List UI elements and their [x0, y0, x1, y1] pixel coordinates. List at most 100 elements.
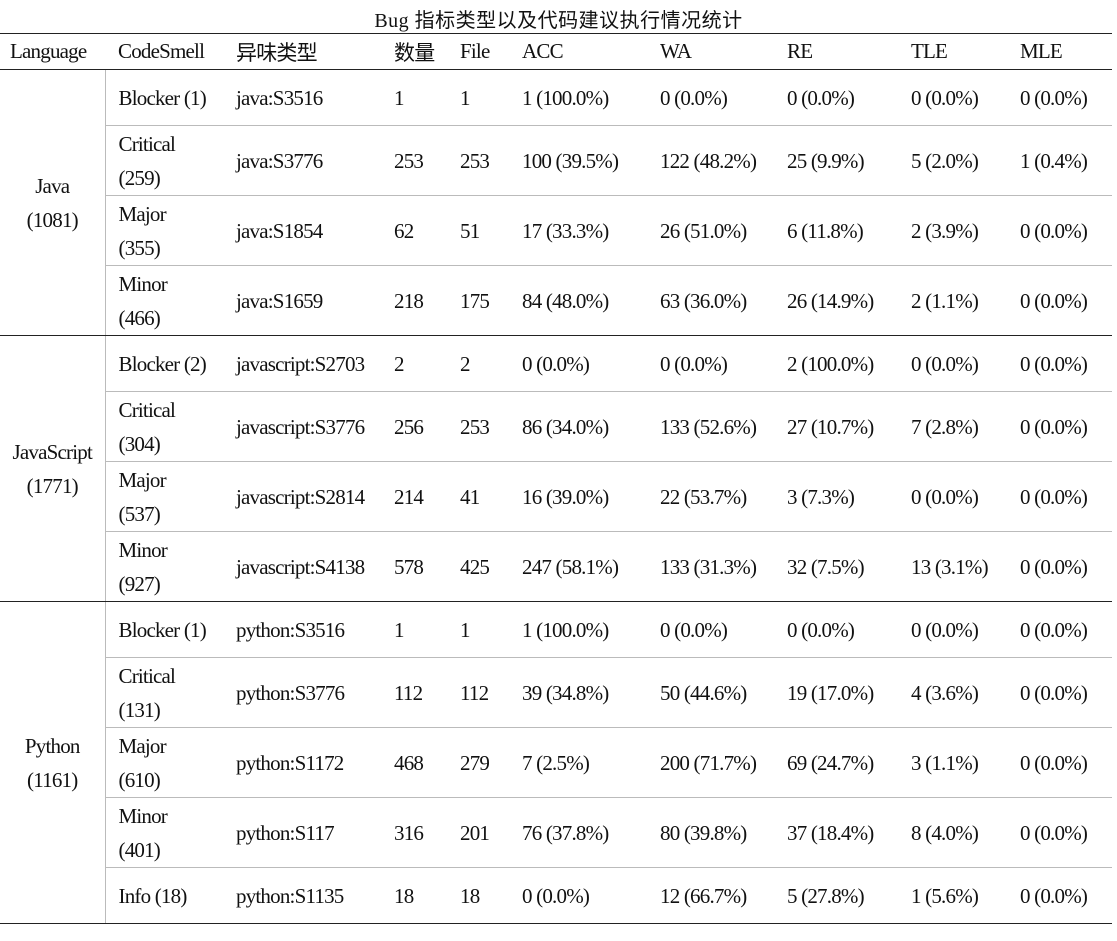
- header-wa: WA: [647, 33, 774, 70]
- acc-cell: 247 (58.1%): [509, 531, 647, 602]
- acc-cell: 86 (34.0%): [509, 391, 647, 462]
- language-total: (1161): [27, 767, 78, 792]
- mle-cell: 0 (0.0%): [1007, 797, 1112, 868]
- wa-cell: 26 (51.0%): [647, 195, 774, 266]
- header-codesmell: CodeSmell: [105, 33, 223, 70]
- re-cell: 19 (17.0%): [774, 657, 898, 728]
- acc-cell: 0 (0.0%): [509, 867, 647, 924]
- re-cell: 0 (0.0%): [774, 601, 898, 658]
- wa-cell: 0 (0.0%): [647, 69, 774, 126]
- wa-cell: 0 (0.0%): [647, 335, 774, 392]
- mle-cell: 0 (0.0%): [1007, 265, 1112, 336]
- count-cell: 316: [381, 797, 447, 868]
- type-cell: python:S1172: [223, 727, 381, 798]
- mle-cell: 0 (0.0%): [1007, 461, 1112, 532]
- language-total: (1081): [26, 207, 79, 232]
- codesmell-cell: Major (537): [105, 461, 223, 532]
- wa-cell: 12 (66.7%): [647, 867, 774, 924]
- tle-cell: 13 (3.1%): [898, 531, 1007, 602]
- re-cell: 69 (24.7%): [774, 727, 898, 798]
- wa-cell: 50 (44.6%): [647, 657, 774, 728]
- tle-cell: 0 (0.0%): [898, 601, 1007, 658]
- re-cell: 3 (7.3%): [774, 461, 898, 532]
- acc-cell: 84 (48.0%): [509, 265, 647, 336]
- header-tle: TLE: [898, 33, 1007, 70]
- count-cell: 578: [381, 531, 447, 602]
- tle-cell: 0 (0.0%): [898, 335, 1007, 392]
- type-cell: javascript:S4138: [223, 531, 381, 602]
- acc-cell: 1 (100.0%): [509, 601, 647, 658]
- file-cell: 201: [447, 797, 509, 868]
- codesmell-cell: Critical (304): [105, 391, 223, 462]
- mle-cell: 0 (0.0%): [1007, 601, 1112, 658]
- tle-cell: 1 (5.6%): [898, 867, 1007, 924]
- table-caption: Bug 指标类型以及代码建议执行情况统计: [374, 10, 743, 32]
- mle-cell: 0 (0.0%): [1007, 391, 1112, 462]
- count-cell: 214: [381, 461, 447, 532]
- wa-cell: 133 (52.6%): [647, 391, 774, 462]
- acc-cell: 17 (33.3%): [509, 195, 647, 266]
- table-row: Python (1161) Blocker (1) python:S3516 1 1 1 (…: [0, 601, 1112, 924]
- table-row: Critical (304) javascript:S3776 256 253 86 (3…: [0, 391, 1112, 462]
- count-cell: 1: [381, 69, 447, 126]
- mle-cell: 0 (0.0%): [1007, 867, 1112, 924]
- count-cell: 1: [381, 601, 447, 658]
- wa-cell: 0 (0.0%): [647, 601, 774, 658]
- codesmell-cell: Minor (927): [105, 531, 223, 602]
- mle-cell: 0 (0.0%): [1007, 657, 1112, 728]
- acc-cell: 1 (100.0%): [509, 69, 647, 126]
- header-language: Language: [0, 33, 105, 70]
- count-cell: 253: [381, 125, 447, 196]
- tle-cell: 5 (2.0%): [898, 125, 1007, 196]
- tle-cell: 8 (4.0%): [898, 797, 1007, 868]
- mle-cell: 0 (0.0%): [1007, 195, 1112, 266]
- count-cell: 2: [381, 335, 447, 392]
- type-cell: java:S3776: [223, 125, 381, 196]
- header-mle: MLE: [1007, 33, 1112, 70]
- wa-cell: 200 (71.7%): [647, 727, 774, 798]
- language-cell: Java (1081): [0, 69, 106, 336]
- re-cell: 25 (9.9%): [774, 125, 898, 196]
- count-cell: 62: [381, 195, 447, 266]
- file-cell: 18: [447, 867, 509, 924]
- count-cell: 468: [381, 727, 447, 798]
- header-file: File: [447, 33, 509, 70]
- file-cell: 175: [447, 265, 509, 336]
- tle-cell: 3 (1.1%): [898, 727, 1007, 798]
- table-row: Critical (259) java:S3776 253 253 100 (39.5%)…: [0, 125, 1112, 196]
- re-cell: 0 (0.0%): [774, 69, 898, 126]
- count-cell: 256: [381, 391, 447, 462]
- bug-stats-table: Language CodeSmell 异味类型 数量 File ACC WA R…: [0, 33, 1112, 924]
- re-cell: 2 (100.0%): [774, 335, 898, 392]
- language-name: JavaScript: [12, 439, 93, 464]
- table-row: Java (1081) Blocker (1) java:S3516 1 1 1 (100.…: [0, 69, 1112, 336]
- count-cell: 218: [381, 265, 447, 336]
- wa-cell: 63 (36.0%): [647, 265, 774, 336]
- file-cell: 41: [447, 461, 509, 532]
- acc-cell: 0 (0.0%): [509, 335, 647, 392]
- codesmell-cell: Blocker (2): [105, 335, 223, 392]
- codesmell-cell: Major (610): [105, 727, 223, 798]
- tle-cell: 7 (2.8%): [898, 391, 1007, 462]
- file-cell: 253: [447, 125, 509, 196]
- language-cell: JavaScript (1771): [0, 335, 106, 602]
- type-cell: python:S1135: [223, 867, 381, 924]
- table-row: JavaScript (1771) Blocker (2) javascript:S2…: [0, 335, 1112, 602]
- tle-cell: 0 (0.0%): [898, 69, 1007, 126]
- type-cell: python:S3776: [223, 657, 381, 728]
- tle-cell: 2 (1.1%): [898, 265, 1007, 336]
- tle-cell: 0 (0.0%): [898, 461, 1007, 532]
- type-cell: python:S3516: [223, 601, 381, 658]
- wa-cell: 22 (53.7%): [647, 461, 774, 532]
- file-cell: 51: [447, 195, 509, 266]
- re-cell: 37 (18.4%): [774, 797, 898, 868]
- table-row: Minor (927) javascript:S4138 578 425 247 (58.…: [0, 531, 1112, 602]
- type-cell: java:S1854: [223, 195, 381, 266]
- acc-cell: 7 (2.5%): [509, 727, 647, 798]
- codesmell-cell: Minor (401): [105, 797, 223, 868]
- mle-cell: 1 (0.4%): [1007, 125, 1112, 196]
- acc-cell: 100 (39.5%): [509, 125, 647, 196]
- file-cell: 253: [447, 391, 509, 462]
- table-row: Minor (466) java:S1659 218 175 84 (48.0%) 63 (…: [0, 265, 1112, 336]
- table-row: Major (355) java:S1854 62 51 17 (33.3%) 26 (51…: [0, 195, 1112, 266]
